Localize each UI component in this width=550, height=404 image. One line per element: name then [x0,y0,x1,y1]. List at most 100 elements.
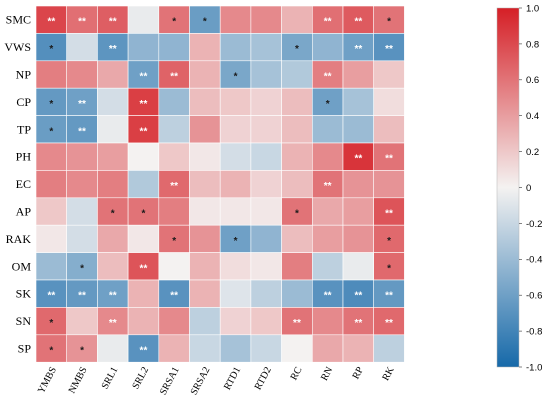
heatmap-cell [342,170,375,199]
significance-mark: ** [170,72,178,83]
heatmap-cell [189,142,221,171]
heatmap-cell [158,87,190,116]
heatmap-cell [189,197,221,226]
heatmap-cell [66,252,98,281]
heatmap-cell [373,334,405,363]
significance-mark: ** [170,291,178,302]
heatmap-cell [219,60,252,89]
heatmap-cell [311,115,344,144]
colorbar-tick-label: -1.0 [526,362,542,373]
column-label: RC [289,365,305,382]
heatmap-cell [97,197,129,226]
heatmap-cell [219,33,252,62]
heatmap-cell [281,252,313,281]
heatmap-cell [66,279,98,308]
heatmap-cell [219,87,252,116]
significance-mark: ** [140,72,148,83]
heatmap-cell [373,279,405,308]
heatmap-cell [373,5,405,34]
heatmap-cell [158,334,190,363]
significance-mark: * [172,236,176,247]
heatmap-cell [311,170,344,199]
heatmap-cell [281,142,313,171]
heatmap-cell [250,170,282,199]
column-label: RK [380,365,397,383]
significance-mark: ** [385,209,393,220]
row-label: SMC [6,13,31,27]
significance-mark: * [234,72,238,83]
heatmap-cell [311,224,344,253]
row-label: PH [16,150,32,164]
significance-mark: ** [78,126,86,137]
heatmap-cell [97,87,129,116]
significance-mark: ** [385,154,393,165]
significance-mark: ** [385,44,393,55]
colorbar-tick-label: 1.0 [526,3,539,14]
significance-mark: * [295,209,299,220]
heatmap-cell [311,197,344,226]
significance-mark: ** [78,17,86,28]
heatmap-cell [158,33,190,62]
heatmap-cell [66,60,98,89]
heatmap-cell [127,5,160,34]
heatmap-cell [281,87,313,116]
heatmap-cell [158,279,190,308]
heatmap-cell [66,224,98,253]
heatmap-cell [35,252,68,281]
colorbar: 1.0 0.8 0.6 0.4 0.2 0 -0.2 -0.4 -0.6 -0.8 -1.0 [496,3,542,373]
heatmap-cell [219,252,252,281]
significance-mark: ** [140,126,148,137]
heatmap-cell [281,224,313,253]
heatmap-cell [66,197,98,226]
heatmap-cell [342,33,375,62]
heatmap-cell [66,87,98,116]
heatmap-cell [311,334,344,363]
heatmap-cell [342,252,375,281]
colorbar-gradient [496,7,520,368]
column-label: SRL2 [130,365,151,391]
column-label: RTD2 [253,365,274,392]
heatmap-cell [342,87,375,116]
heatmap-cell [219,307,252,336]
significance-mark: ** [78,99,86,110]
heatmap-cell [35,142,68,171]
heatmap-cell [66,115,98,144]
significance-mark: * [49,126,53,137]
colorbar-tick-label: 0.2 [526,147,539,158]
heatmap-cell [250,279,282,308]
heatmap-cell [158,252,190,281]
heatmap-cell [342,307,375,336]
heatmap-cell [97,170,129,199]
heatmap-cell [66,5,98,34]
significance-mark: * [203,17,207,28]
significance-mark: * [49,99,53,110]
heatmap-cell [219,170,252,199]
heatmap-cell [158,170,190,199]
significance-mark: * [387,17,391,28]
heatmap-cells [35,5,405,363]
significance-mark: ** [140,346,148,357]
significance-mark: ** [385,318,393,329]
heatmap-cell [311,279,344,308]
heatmap-cell [219,334,252,363]
heatmap-cell [189,33,221,62]
heatmap-cell [373,142,405,171]
significance-mark: ** [109,17,117,28]
column-label: RN [319,365,335,382]
heatmap-cell [250,224,282,253]
column-label: SRSA1 [158,365,182,397]
heatmap-cell [281,307,313,336]
row-label: VWS [4,40,31,54]
heatmap-cell [311,307,344,336]
heatmap-cell [342,334,375,363]
column-label: SRSA2 [189,365,213,397]
significance-mark: ** [109,318,117,329]
heatmap-cell [189,334,221,363]
colorbar-tick-label: 0 [526,183,531,194]
significance-mark: ** [354,318,362,329]
row-labels: SMC VWS NP CP TP PH EC AP RAK OM SK SN SP [4,13,31,356]
heatmap-cell [35,5,68,34]
heatmap-cell [97,224,129,253]
